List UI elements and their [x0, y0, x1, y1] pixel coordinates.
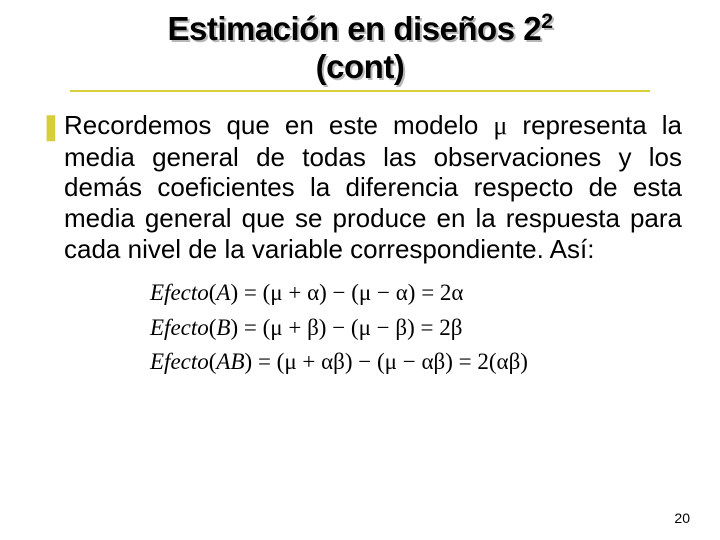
eq3-label: Efecto — [150, 349, 209, 374]
title-line-2: (cont) — [316, 48, 405, 85]
eq3-rhs: = (μ + αβ) − (μ − αβ) = 2(αβ) — [258, 349, 528, 374]
page-number: 20 — [674, 510, 690, 526]
title-line-1: Estimación en diseños 22 — [167, 10, 552, 47]
bullet-icon: ❚ — [40, 110, 64, 141]
body-content: ❚ Recordemos que en este modelo μ repres… — [0, 92, 720, 380]
mu-symbol: μ — [493, 111, 507, 140]
equation-2: Efecto(B) = (μ + β) − (μ − β) = 2β — [150, 311, 682, 346]
equation-3: Efecto(AB) = (μ + αβ) − (μ − αβ) = 2(αβ) — [150, 345, 682, 380]
eq3-arg: AB — [216, 349, 244, 374]
eq2-label: Efecto — [150, 315, 209, 340]
eq2-arg: B — [216, 315, 230, 340]
slide: Estimación en diseños 22 (cont) ❚ Record… — [0, 0, 720, 540]
title-text-part-1: Estimación en diseños 2 — [167, 10, 541, 47]
eq1-label: Efecto — [150, 280, 209, 305]
equation-1: Efecto(A) = (μ + α) − (μ − α) = 2α — [150, 276, 682, 311]
eq2-rhs: = (μ + β) − (μ − β) = 2β — [244, 315, 463, 340]
bullet-item: ❚ Recordemos que en este modelo μ repres… — [40, 110, 682, 264]
slide-title: Estimación en diseños 22 (cont) — [0, 0, 720, 92]
body-paragraph: Recordemos que en este modelo μ represen… — [64, 110, 682, 264]
equations-block: Efecto(A) = (μ + α) − (μ − α) = 2α Efect… — [40, 264, 682, 380]
eq1-arg: A — [216, 280, 230, 305]
body-text-1: Recordemos que en este modelo — [64, 110, 493, 140]
title-superscript: 2 — [541, 9, 552, 33]
eq1-rhs: = (μ + α) − (μ − α) = 2α — [244, 280, 464, 305]
